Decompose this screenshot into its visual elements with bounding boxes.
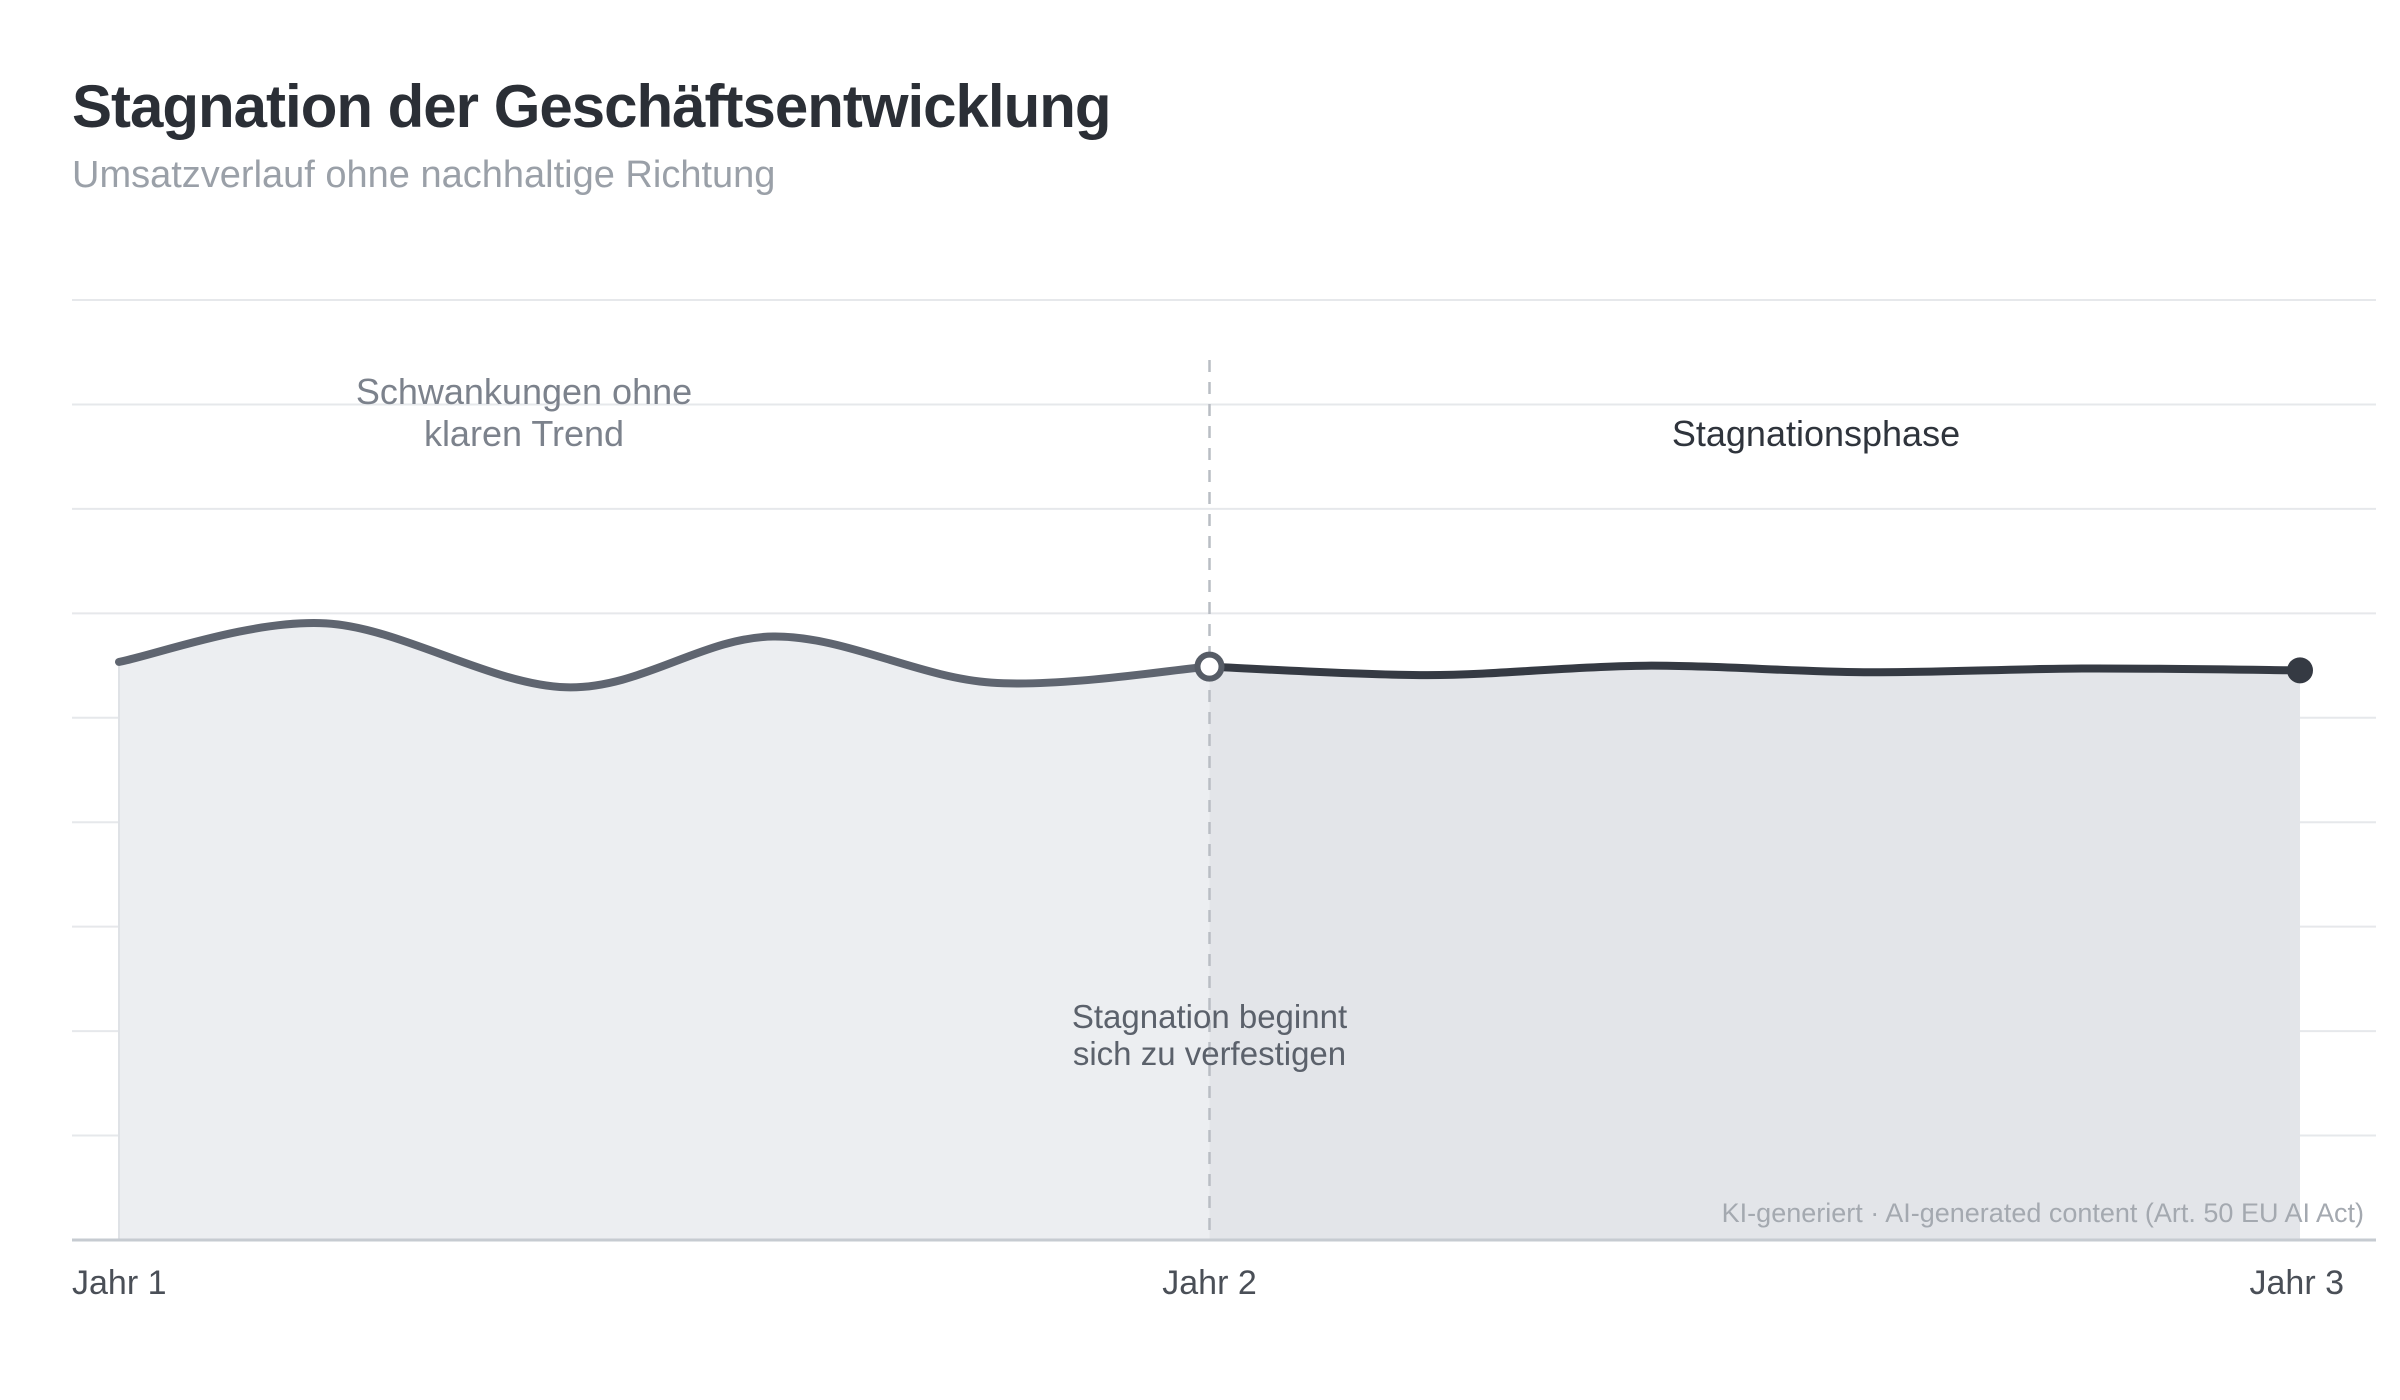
annotation-right-region: Stagnationsphase (1672, 413, 1960, 454)
annotation-divider: sich zu verfestigen (1073, 1035, 1346, 1072)
chart-subtitle: Umsatzverlauf ohne nachhaltige Richtung (72, 154, 776, 196)
area-fill-fluctuation (119, 623, 1210, 1240)
annotation-divider: Stagnation beginnt (1072, 998, 1347, 1035)
x-tick-label: Jahr 1 (72, 1264, 167, 1302)
series-line-stagnation (1205, 661, 2304, 680)
x-tick-label: Jahr 3 (2250, 1264, 2345, 1302)
series-line-fluctuation (115, 619, 1214, 692)
x-tick-label: Jahr 2 (1162, 1264, 1257, 1302)
annotation-left-region: Schwankungen ohne (356, 371, 692, 412)
chart-title: Stagnation der Geschäftsentwicklung (72, 73, 1112, 140)
annotation-left-region: klaren Trend (424, 413, 624, 454)
ai-footnote: KI-generiert · AI-generated content (Art… (1722, 1198, 2364, 1228)
end-point-marker (2287, 657, 2313, 684)
area-fill-stagnation (1209, 665, 2300, 1240)
divider-point-marker (1194, 651, 1225, 682)
